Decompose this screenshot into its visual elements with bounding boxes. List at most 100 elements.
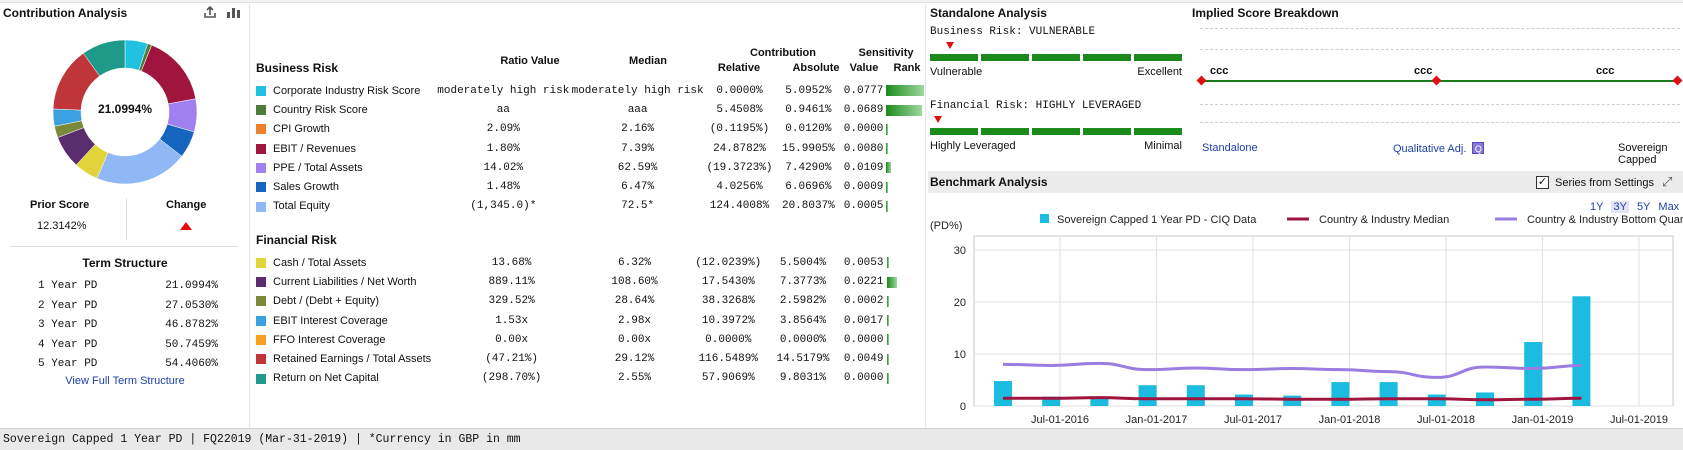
implied-score-standalone: ccc bbox=[1210, 65, 1229, 77]
ratio-value-cell: 889.11% bbox=[445, 272, 579, 291]
chart-bar[interactable] bbox=[1524, 342, 1543, 406]
legend-item[interactable]: Country & Industry Median bbox=[1287, 214, 1449, 226]
ratio-name: Retained Earnings / Total Assets bbox=[273, 353, 432, 366]
expand-icon[interactable]: ⤢ bbox=[1662, 174, 1673, 189]
financial-risk-value: HIGHLY LEVERAGED bbox=[1035, 100, 1142, 112]
range-button-5y[interactable]: 5Y bbox=[1636, 201, 1651, 213]
ratio-value-cell: moderately high risk bbox=[435, 81, 572, 100]
gridline bbox=[1200, 104, 1680, 105]
standalone-link[interactable]: Standalone bbox=[1202, 142, 1258, 154]
absolute-cell: 0.0120% bbox=[775, 120, 841, 139]
chart-bar[interactable] bbox=[1090, 398, 1109, 406]
legend-item[interactable]: Sovereign Capped 1 Year PD - CIQ Data bbox=[1040, 214, 1257, 226]
chart-bar[interactable] bbox=[1427, 394, 1446, 406]
x-tick-label: Jan-01-2017 bbox=[1126, 414, 1188, 426]
rank-cell bbox=[887, 311, 925, 330]
chart-bar[interactable] bbox=[1572, 296, 1591, 406]
absolute-cell-text: 7.3773% bbox=[779, 275, 827, 288]
y-tick-label: 30 bbox=[954, 245, 966, 257]
chart-bar[interactable] bbox=[1138, 385, 1157, 406]
bar-chart-icon[interactable] bbox=[225, 5, 241, 22]
ratio-value-cell-text: 0.00x bbox=[495, 333, 529, 346]
relative-cell-text: 57.9069% bbox=[701, 372, 755, 385]
ratio-name: Corporate Industry Risk Score bbox=[273, 84, 421, 97]
rank-cell bbox=[885, 139, 925, 158]
chart-bar[interactable] bbox=[1042, 396, 1061, 406]
median-cell: aaa bbox=[572, 100, 704, 119]
sensitivity-value-cell: 0.0221 bbox=[840, 272, 887, 291]
range-button-1y[interactable]: 1Y bbox=[1590, 201, 1604, 213]
qualitative-badge-icon[interactable]: Q bbox=[1472, 142, 1485, 154]
sensitivity-value-cell-text: 0.0017 bbox=[843, 314, 884, 327]
term-value: 21.0994% bbox=[165, 280, 218, 292]
chart-bar[interactable] bbox=[1283, 395, 1302, 406]
rank-bar bbox=[887, 353, 890, 365]
sensitivity-value-cell-text: 0.0689 bbox=[843, 103, 884, 116]
sensitivity-value-cell-text: 0.0000 bbox=[843, 372, 884, 385]
absolute-cell-text: 2.5982% bbox=[779, 295, 827, 308]
rank-bar bbox=[887, 334, 890, 346]
ratio-table: Corporate Industry Risk Score moderately … bbox=[256, 81, 925, 216]
chart-bar[interactable] bbox=[1186, 385, 1205, 406]
median-cell-text: 28.64% bbox=[614, 295, 655, 308]
median-cell: 28.64% bbox=[578, 292, 690, 311]
series-line[interactable] bbox=[1002, 361, 1582, 379]
chart-bar[interactable] bbox=[1331, 382, 1350, 406]
term-value: 27.0530% bbox=[165, 299, 218, 312]
ratio-name: Country Risk Score bbox=[273, 103, 368, 116]
sensitivity-value-cell: 0.0109 bbox=[841, 158, 885, 177]
absolute-cell: 20.8037% bbox=[775, 197, 841, 216]
median-cell: 2.98x bbox=[578, 311, 690, 330]
series-from-settings-checkbox[interactable]: ✓ bbox=[1536, 176, 1549, 189]
median-cell: 6.32% bbox=[578, 253, 690, 272]
ratio-name-cell: Sales Growth bbox=[256, 177, 435, 196]
x-tick-label: Jan-01-2018 bbox=[1319, 414, 1381, 426]
ratio-value-cell-text: 1.80% bbox=[486, 142, 520, 155]
rank-bar bbox=[887, 315, 890, 327]
rank-bar bbox=[885, 181, 888, 193]
legend-swatch bbox=[256, 201, 266, 212]
series-line[interactable] bbox=[1003, 396, 1582, 402]
gridline bbox=[1200, 28, 1680, 29]
prior-score-value: 12.3142% bbox=[37, 220, 87, 232]
qualitative-adj-link[interactable]: Qualitative Adj. bbox=[1393, 143, 1467, 155]
absolute-cell: 7.4290% bbox=[775, 158, 841, 177]
col-header-absolute: Absolute bbox=[792, 62, 840, 74]
median-cell-text: 2.16% bbox=[621, 123, 655, 136]
benchmark-analysis-title: Benchmark Analysis bbox=[930, 175, 1048, 189]
legend-swatch bbox=[256, 373, 266, 384]
sensitivity-value-cell-text: 0.0005 bbox=[843, 200, 884, 213]
sensitivity-value-cell: 0.0000 bbox=[840, 330, 887, 349]
sensitivity-value-cell-text: 0.0009 bbox=[843, 181, 884, 194]
ratio-name: Cash / Total Assets bbox=[273, 256, 367, 269]
term-label: 5 Year PD bbox=[38, 358, 98, 370]
range-button-3y[interactable]: 3Y bbox=[1611, 201, 1629, 213]
chart-bar[interactable] bbox=[1235, 394, 1253, 406]
view-full-term-structure-link[interactable]: View Full Term Structure bbox=[65, 375, 185, 387]
term-value: 54.4060% bbox=[165, 358, 218, 370]
chart-bar[interactable] bbox=[994, 381, 1012, 406]
chart-bar[interactable] bbox=[1379, 382, 1398, 406]
relative-cell-text: 24.8782% bbox=[713, 142, 766, 155]
table-row: Sales Growth 1.48% 6.47% 4.0256% 6.0696% 0.00… bbox=[256, 177, 925, 196]
change-up-icon bbox=[180, 222, 192, 230]
export-icon[interactable] bbox=[202, 5, 218, 22]
term-value: 50.7459% bbox=[165, 338, 218, 351]
rank-cell bbox=[887, 292, 925, 311]
absolute-cell-text: 0.0120% bbox=[785, 123, 832, 136]
plot-frame bbox=[973, 235, 1674, 407]
legend-item[interactable]: Country & Industry Bottom Quartile bbox=[1495, 214, 1683, 226]
donut-slice[interactable] bbox=[141, 44, 197, 105]
contribution-analysis-title: Contribution Analysis bbox=[3, 6, 128, 20]
absolute-cell-text: 5.5004% bbox=[779, 256, 827, 269]
business-risk-marker-icon bbox=[946, 42, 954, 49]
ratio-name: Total Equity bbox=[273, 200, 330, 213]
business-risk-status: Business Risk: VULNERABLE bbox=[930, 26, 1095, 38]
relative-cell-text: 116.5489% bbox=[698, 353, 758, 366]
ratio-name-cell: EBIT / Revenues bbox=[256, 139, 435, 158]
x-tick-label: Jul-01-2018 bbox=[1417, 414, 1475, 426]
range-button-max[interactable]: Max bbox=[1658, 201, 1680, 213]
donut-slice[interactable] bbox=[83, 39, 126, 77]
ratio-value-cell-text: 1.53x bbox=[495, 314, 529, 327]
ratio-value-cell: (298.70%) bbox=[445, 369, 579, 388]
